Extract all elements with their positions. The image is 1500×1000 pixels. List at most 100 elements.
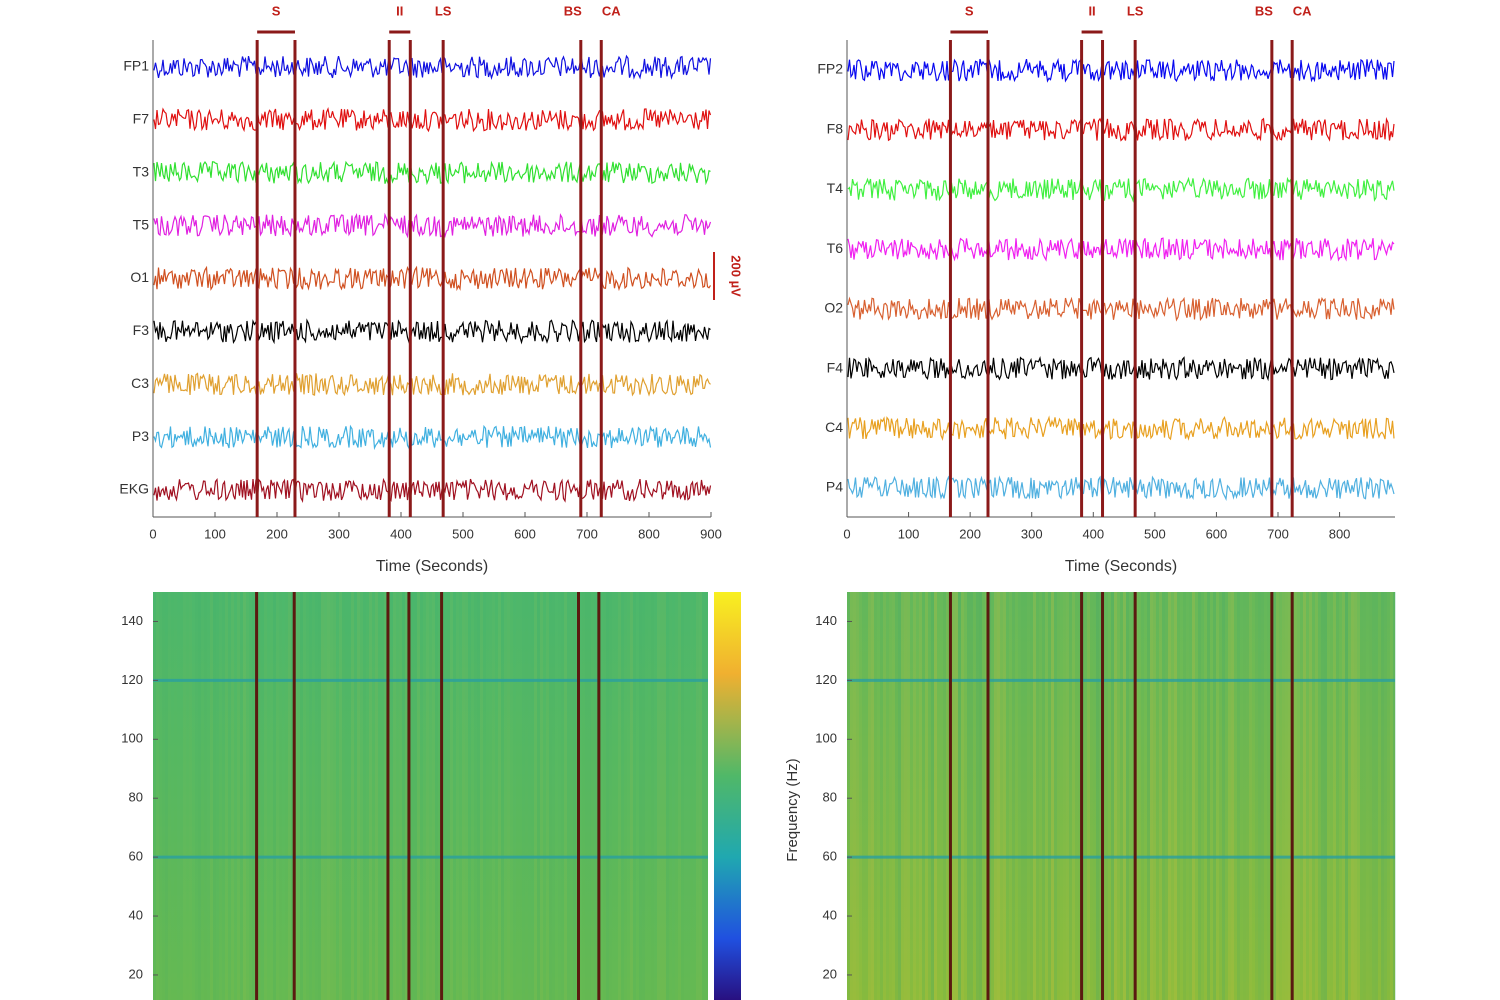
spectrogram-stripe: [204, 592, 207, 1000]
spectrogram-stripe: [501, 592, 504, 1000]
spectrogram-stripe: [868, 592, 871, 1000]
spectrogram-stripe: [1138, 592, 1141, 1000]
x-tick-label: 100: [204, 526, 226, 541]
spectrogram-stripe: [964, 592, 967, 1000]
eeg-trace: [847, 57, 1395, 83]
spectrogram-stripe: [859, 592, 862, 1000]
channel-label: T3: [133, 163, 150, 179]
spectrogram-stripe: [159, 592, 162, 1000]
spectrogram-stripe: [186, 592, 189, 1000]
spectrogram-stripe: [1189, 592, 1192, 1000]
spectrogram-stripe: [1204, 592, 1207, 1000]
spectrogram-stripe: [958, 592, 961, 1000]
spectrogram-stripe: [1030, 592, 1033, 1000]
spectrogram-stripe: [1147, 592, 1150, 1000]
spectrogram-stripe: [1036, 592, 1039, 1000]
spectrogram-stripe: [330, 592, 333, 1000]
spectrogram-stripe: [567, 592, 570, 1000]
spectrogram-stripe: [1141, 592, 1144, 1000]
spectrogram-stripe: [1156, 592, 1159, 1000]
spectrogram-stripe: [1297, 592, 1300, 1000]
spectrogram-stripe: [699, 592, 702, 1000]
spectrogram-stripe: [1381, 592, 1384, 1000]
spectrogram-stripe: [922, 592, 925, 1000]
spectrogram-stripe: [1210, 592, 1213, 1000]
spectrogram-stripe: [1195, 592, 1198, 1000]
spectrogram-stripe: [537, 592, 540, 1000]
spectrogram-stripe: [1234, 592, 1237, 1000]
x-tick-label: 700: [576, 526, 598, 541]
spectrogram-stripe: [366, 592, 369, 1000]
spectrogram-stripe: [444, 592, 447, 1000]
spectrogram-stripe: [1393, 592, 1396, 1000]
eeg-trace: [153, 265, 712, 292]
spectrogram-stripe: [1084, 592, 1087, 1000]
spectrogram-stripe: [961, 592, 964, 1000]
event-label: S: [272, 3, 281, 18]
spectrogram-stripe: [594, 592, 597, 1000]
spectrogram-stripe: [1351, 592, 1354, 1000]
x-axis-label: Time (Seconds): [376, 558, 488, 575]
spectrogram-stripe: [1066, 592, 1069, 1000]
x-tick-label: 900: [700, 526, 722, 541]
scale-bar-label: 200 µV: [729, 255, 744, 297]
eeg-trace: [847, 176, 1395, 203]
spectrogram-stripe: [1372, 592, 1375, 1000]
spectrogram-stripe: [687, 592, 690, 1000]
channel-label: P3: [132, 428, 149, 444]
spectrogram-stripe: [1024, 592, 1027, 1000]
spectrogram-stripe: [1216, 592, 1219, 1000]
spectrogram-stripe: [979, 592, 982, 1000]
spectrogram-stripe: [615, 592, 618, 1000]
spectrogram-stripe: [183, 592, 186, 1000]
spectrogram-stripe: [1123, 592, 1126, 1000]
spectrogram-stripe: [895, 592, 898, 1000]
x-tick-label: 400: [390, 526, 412, 541]
x-tick-label: 800: [638, 526, 660, 541]
spectrogram-stripe: [453, 592, 456, 1000]
event-label: II: [1088, 3, 1095, 18]
spectrogram-stripe: [684, 592, 687, 1000]
spectrogram-stripe: [901, 592, 904, 1000]
spectrogram-stripe: [447, 592, 450, 1000]
spectrogram-stripe: [925, 592, 928, 1000]
spectrogram-stripe: [1318, 592, 1321, 1000]
spectrogram-stripe: [417, 592, 420, 1000]
eeg-trace: [847, 116, 1395, 142]
spectrogram-stripe: [904, 592, 907, 1000]
y-tick-label: 80: [129, 790, 143, 805]
spectrogram-stripe: [919, 592, 922, 1000]
y-tick-label: 140: [815, 613, 837, 628]
spectrogram-stripe: [423, 592, 426, 1000]
spectrogram-stripe: [1312, 592, 1315, 1000]
spectrogram-stripe: [1096, 592, 1099, 1000]
spectrogram-stripe: [1168, 592, 1171, 1000]
spectrogram-stripe: [1117, 592, 1120, 1000]
spectrogram-stripe: [495, 592, 498, 1000]
spectrogram-stripe: [1132, 592, 1135, 1000]
spectrogram-stripe: [489, 592, 492, 1000]
spectrogram-stripe: [862, 592, 865, 1000]
y-tick-label: 140: [121, 613, 143, 628]
spectrogram-stripe: [153, 592, 156, 1000]
channel-label: C3: [131, 375, 149, 391]
channel-label: T5: [133, 216, 150, 232]
spectrogram-stripe: [222, 592, 225, 1000]
spectrogram-stripe: [339, 592, 342, 1000]
spectrogram-stripe: [351, 592, 354, 1000]
spectrogram-stripe: [913, 592, 916, 1000]
spectrogram-stripe: [997, 592, 1000, 1000]
spectrogram-stripe: [1276, 592, 1279, 1000]
spectrogram-stripe: [243, 592, 246, 1000]
spectrogram-stripe: [258, 592, 261, 1000]
spectrogram-stripe: [654, 592, 657, 1000]
spectrogram-stripe: [411, 592, 414, 1000]
x-tick-label: 0: [843, 526, 850, 541]
spectrogram-stripe: [1051, 592, 1054, 1000]
spectrogram-stripe: [381, 592, 384, 1000]
spectrogram-stripe: [516, 592, 519, 1000]
spectrogram-stripe: [165, 592, 168, 1000]
spectrogram-stripe: [934, 592, 937, 1000]
event-label: LS: [435, 3, 452, 18]
spectrogram-stripe: [333, 592, 336, 1000]
